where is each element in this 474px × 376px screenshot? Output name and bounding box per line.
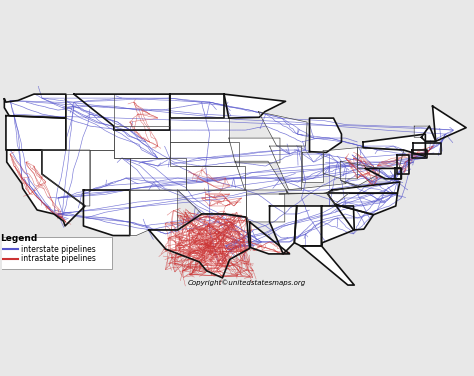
FancyBboxPatch shape — [0, 237, 112, 269]
Polygon shape — [310, 118, 341, 152]
Polygon shape — [414, 126, 429, 137]
Polygon shape — [250, 222, 290, 254]
Polygon shape — [301, 152, 323, 182]
Polygon shape — [246, 194, 285, 222]
Polygon shape — [327, 193, 397, 215]
Polygon shape — [114, 126, 170, 158]
Polygon shape — [321, 206, 354, 246]
Polygon shape — [235, 161, 289, 194]
Polygon shape — [170, 142, 239, 166]
Polygon shape — [186, 166, 245, 190]
Text: Copyright©unitedstatesmaps.org: Copyright©unitedstatesmaps.org — [188, 279, 306, 286]
Polygon shape — [365, 168, 401, 179]
Polygon shape — [74, 94, 170, 130]
Text: intrastate pipelines: intrastate pipelines — [21, 254, 96, 263]
Polygon shape — [270, 146, 301, 190]
Polygon shape — [327, 182, 400, 193]
Polygon shape — [279, 193, 349, 205]
Polygon shape — [395, 168, 401, 179]
Polygon shape — [42, 150, 90, 206]
Polygon shape — [323, 148, 357, 179]
Polygon shape — [397, 155, 410, 174]
Polygon shape — [258, 112, 307, 146]
Text: interstate pipelines: interstate pipelines — [21, 245, 96, 254]
Polygon shape — [66, 94, 114, 150]
Polygon shape — [83, 190, 130, 235]
Polygon shape — [301, 246, 354, 285]
Polygon shape — [294, 206, 321, 246]
Polygon shape — [433, 106, 466, 141]
Polygon shape — [421, 126, 436, 141]
Polygon shape — [130, 190, 178, 235]
Polygon shape — [130, 158, 186, 190]
Polygon shape — [357, 148, 404, 168]
Polygon shape — [7, 150, 85, 226]
Polygon shape — [224, 94, 285, 118]
Polygon shape — [6, 116, 66, 150]
Polygon shape — [229, 138, 280, 163]
Polygon shape — [270, 206, 297, 254]
Polygon shape — [170, 118, 229, 142]
Polygon shape — [341, 161, 380, 186]
Polygon shape — [170, 94, 224, 118]
Polygon shape — [90, 150, 130, 190]
Polygon shape — [335, 205, 374, 230]
Polygon shape — [149, 214, 250, 278]
Polygon shape — [4, 94, 66, 118]
Polygon shape — [413, 143, 441, 154]
Polygon shape — [363, 134, 425, 156]
Polygon shape — [178, 190, 246, 217]
Polygon shape — [412, 150, 427, 158]
Text: Legend: Legend — [0, 234, 37, 243]
Polygon shape — [286, 180, 357, 193]
